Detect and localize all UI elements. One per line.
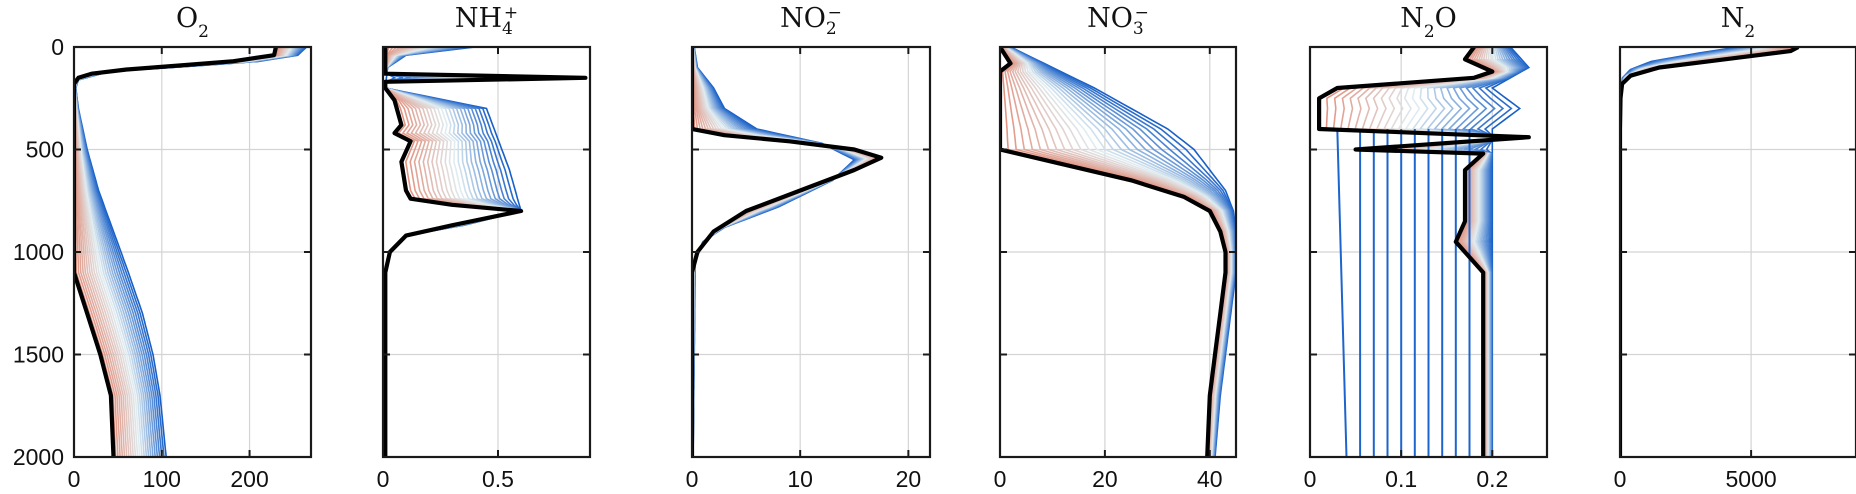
y-tick-label: 500: [26, 137, 64, 163]
x-tick-label: 0.1: [1385, 466, 1417, 492]
series-line-final: [74, 47, 278, 457]
x-tick-label: 100: [143, 466, 181, 492]
x-tick-label: 0: [377, 466, 390, 492]
panel-title: NH4+: [455, 3, 518, 39]
panel-title: NO2−: [780, 3, 842, 39]
panel-title: O2: [176, 3, 209, 42]
series-line-profile: [1336, 128, 1348, 457]
y-tick-label: 1500: [13, 342, 64, 368]
y-tick-label: 0: [51, 34, 64, 60]
panel-title: NO3−: [1087, 3, 1149, 39]
panel-curves: [74, 47, 308, 457]
panel-3: 0 10 20 NO2−: [686, 3, 932, 492]
x-tick-label: 20: [896, 466, 922, 492]
panel-title: N2O: [1400, 3, 1457, 42]
panel-5: 0 0.1 0.2 N2O: [1304, 3, 1549, 492]
x-tick-label: 0.5: [482, 466, 514, 492]
panel-title: N2: [1721, 3, 1755, 42]
panel-6: 0 5000 N2: [1614, 3, 1856, 492]
x-tick-label: 10: [787, 466, 813, 492]
panel-curves: [383, 47, 588, 457]
x-tick-label: 0: [68, 466, 81, 492]
x-tick-label: 0: [1614, 466, 1627, 492]
x-tick-label: 0: [994, 466, 1007, 492]
x-tick-label: 200: [230, 466, 268, 492]
x-tick-label: 0: [1304, 466, 1317, 492]
panel-2: 0 0.5 NH4+: [377, 3, 592, 492]
series-line-final: [1000, 47, 1228, 457]
x-tick-label: 20: [1092, 466, 1118, 492]
series-line-final: [1317, 47, 1531, 457]
panel-4: 0 20 40 NO3−: [994, 3, 1238, 492]
y-tick-label: 1000: [13, 239, 64, 265]
x-tick-label: 0: [686, 466, 699, 492]
series-line-final: [383, 47, 588, 457]
y-tick-label: 2000: [13, 444, 64, 470]
x-tick-label: 0.2: [1476, 466, 1508, 492]
x-tick-label: 5000: [1726, 466, 1777, 492]
x-tick-label: 40: [1197, 466, 1223, 492]
panel-curves: [1317, 47, 1531, 457]
